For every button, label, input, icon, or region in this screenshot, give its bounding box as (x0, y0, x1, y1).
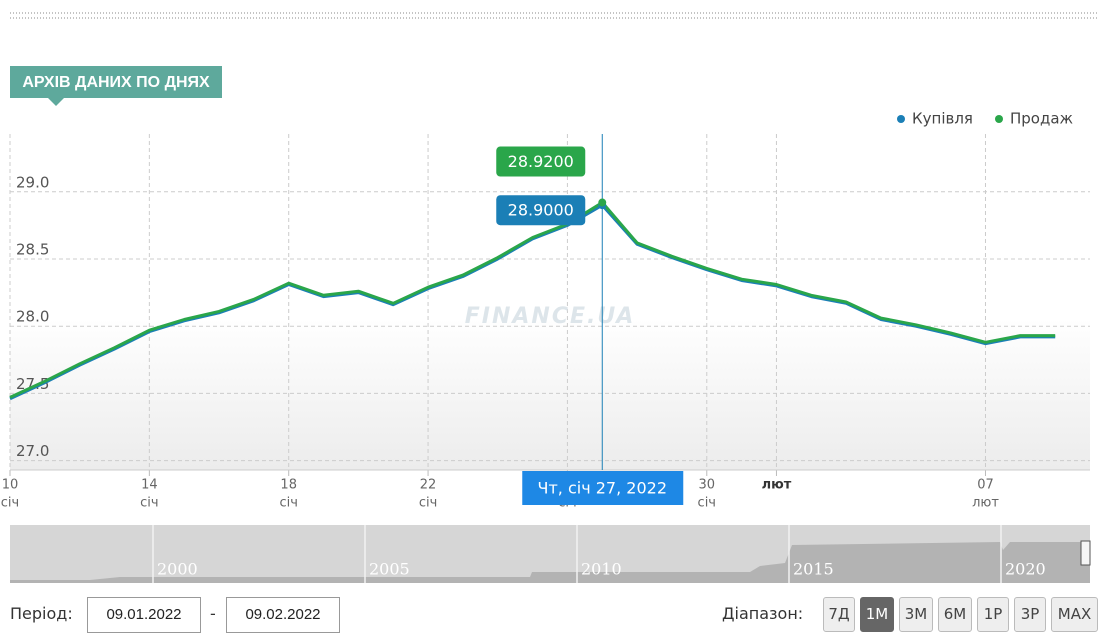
navigator-year: 2015 (793, 560, 834, 579)
navigator-year: 2000 (157, 560, 198, 579)
section-title: АРХІВ ДАНИХ ПО ДНЯХ (22, 74, 210, 91)
x-tick-label: 22 (420, 478, 437, 493)
date-to[interactable]: 09.02.2022 (226, 597, 340, 633)
navigator-year: 2020 (1005, 560, 1046, 579)
tooltip-point (598, 198, 607, 207)
navigator-handle[interactable] (1080, 540, 1091, 566)
x-tick-label: 14 (141, 478, 158, 493)
range-button[interactable]: 7Д (823, 597, 855, 632)
legend-label[interactable]: Продаж (1010, 110, 1073, 128)
x-tooltip-box (522, 471, 684, 505)
tooltip-box (496, 146, 586, 177)
x-tick-label: 30 (699, 478, 716, 493)
x-tick-sublabel: січ (698, 496, 716, 511)
period-label: Період: (10, 604, 73, 623)
y-tick-label: 27.5 (16, 375, 49, 393)
range-button[interactable]: 6М (938, 597, 972, 632)
range-button[interactable]: 1М (860, 597, 894, 632)
series-line (9, 201, 1056, 399)
badge-pointer (48, 98, 64, 106)
x-tick-sublabel: січ (140, 496, 158, 511)
y-tick-label: 28.5 (16, 240, 49, 258)
y-tick-label: 28.0 (16, 308, 49, 326)
date-from[interactable]: 09.01.2022 (87, 597, 201, 633)
y-tick-label: 27.0 (16, 442, 49, 460)
legend-marker (897, 115, 905, 123)
navigator-year: 2005 (369, 560, 410, 579)
chart: АРХІВ ДАНИХ ПО ДНЯХ 27.0 27.5 28.0 28.5 29.0… (1, 12, 1098, 583)
range-button[interactable]: 3Р (1014, 597, 1046, 632)
tooltip-value: 28.9200 (508, 152, 574, 171)
navigator-year: 2010 (581, 560, 622, 579)
navigator-series (10, 542, 1090, 583)
x-tick-label: 18 (280, 478, 297, 493)
y-tick-label: 29.0 (16, 173, 49, 191)
x-tick-sublabel: лют (972, 496, 999, 511)
x-tick-sublabel: січ (279, 496, 297, 511)
x-tick-sublabel: січ (1, 496, 19, 511)
section-badge (10, 66, 222, 98)
tooltip-box (496, 195, 586, 226)
x-tick-label: 07 (977, 478, 994, 493)
x-tooltip-label: Чт, січ 27, 2022 (538, 479, 668, 498)
legend-marker (995, 115, 1003, 123)
plot-area (10, 134, 1090, 470)
watermark: FINANCE.UA (465, 304, 636, 329)
x-tick-label: 10 (2, 478, 19, 493)
legend-label[interactable]: Купівля (912, 110, 973, 128)
range-button[interactable]: MAX (1051, 597, 1098, 632)
x-tick-label: лют (762, 478, 792, 493)
range-button[interactable]: 3М (899, 597, 933, 632)
tooltip-value: 28.9000 (508, 201, 574, 220)
range-label: Діапазон: (722, 604, 804, 623)
range-button[interactable]: 1Р (977, 597, 1009, 632)
x-tick-sublabel: січ (419, 496, 437, 511)
separator: - (210, 604, 216, 623)
